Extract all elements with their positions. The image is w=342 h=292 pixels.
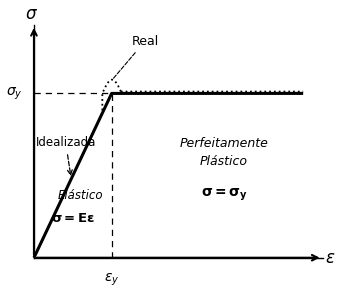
Text: Elástico: Elástico xyxy=(57,189,103,202)
Text: Perfeitamente
Plástico: Perfeitamente Plástico xyxy=(180,137,268,168)
Text: Real: Real xyxy=(113,35,159,79)
Text: ε: ε xyxy=(325,249,334,267)
Text: $\mathbf{\sigma = E\varepsilon}$: $\mathbf{\sigma = E\varepsilon}$ xyxy=(51,212,95,225)
Text: $\mathbf{\sigma = \sigma_y}$: $\mathbf{\sigma = \sigma_y}$ xyxy=(200,187,248,204)
Text: Idealizada: Idealizada xyxy=(36,136,96,175)
Text: σ: σ xyxy=(26,5,36,23)
Text: $\varepsilon_y$: $\varepsilon_y$ xyxy=(104,272,119,288)
Text: $\sigma_y$: $\sigma_y$ xyxy=(6,85,23,102)
